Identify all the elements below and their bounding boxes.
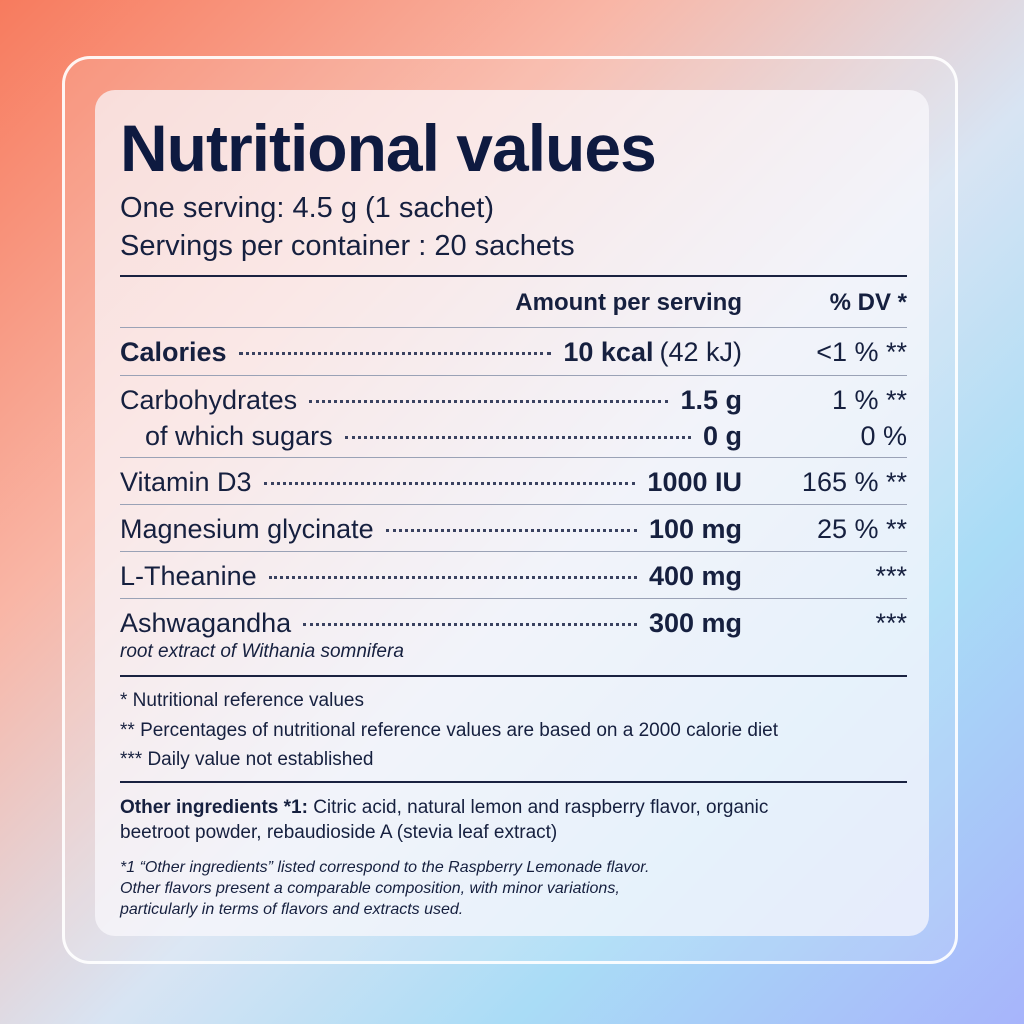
nutrient-row: L-Theanine 400 mg *** <box>120 558 907 594</box>
divider <box>120 551 907 552</box>
nutrient-name: Calories <box>120 336 227 367</box>
nutrient-row: Magnesium glycinate 100 mg 25 % ** <box>120 511 907 547</box>
amount: 400 mg <box>648 560 742 591</box>
nutrient-name: L-Theanine <box>120 560 257 591</box>
divider <box>120 598 907 599</box>
servings-per-container: Servings per container : 20 sachets <box>120 230 575 262</box>
nutrient-name: Carbohydrates <box>120 384 298 415</box>
daily-value: *** <box>875 560 907 591</box>
dot-leader <box>309 399 669 403</box>
divider <box>120 675 907 677</box>
amount-extra: (42 kJ) <box>659 336 742 367</box>
amount-header: Amount per serving <box>515 289 742 316</box>
daily-value: 25 % ** <box>816 513 907 544</box>
nutrient-name: of which sugars <box>145 420 333 451</box>
row-main: Calories 10 kcal (42 kJ) <box>120 337 742 368</box>
other-ingredients-text: Citric acid, natural lemon and raspberry… <box>120 797 769 843</box>
divider <box>120 327 907 328</box>
panel <box>95 90 929 936</box>
daily-value: 1 % ** <box>831 384 907 415</box>
amount: 10 kcal <box>563 336 654 367</box>
row-main: Carbohydrates 1.5 g <box>120 385 742 416</box>
nutrient-row: of which sugars 0 g 0 % <box>120 418 907 454</box>
other-ingredients: Other ingredients *1: Citric acid, natur… <box>120 795 800 845</box>
daily-value: <1 % ** <box>816 336 907 367</box>
flavor-note-line: Other flavors present a comparable compo… <box>120 880 620 897</box>
nutrient-row: Ashwagandha 300 mg *** <box>120 605 907 641</box>
row-main: L-Theanine 400 mg <box>120 561 742 592</box>
amount: 1000 IU <box>647 466 742 497</box>
row-main: Vitamin D3 1000 IU <box>120 467 742 498</box>
flavor-note-line: *1 “Other ingredients” listed correspond… <box>120 859 650 876</box>
row-main: Ashwagandha 300 mg <box>120 608 742 639</box>
nutrient-row: Carbohydrates 1.5 g 1 % ** <box>120 382 907 418</box>
nutrient-row: Calories 10 kcal (42 kJ) <1 % ** <box>120 334 907 370</box>
footnote: * Nutritional reference values <box>120 690 364 711</box>
title: Nutritional values <box>120 111 657 185</box>
nutrient-row: Vitamin D3 1000 IU 165 % ** <box>120 464 907 500</box>
dot-leader <box>263 481 636 485</box>
dot-leader <box>344 435 691 439</box>
row-main: of which sugars 0 g <box>120 421 742 452</box>
divider <box>120 504 907 505</box>
amount: 100 mg <box>648 513 742 544</box>
dv-header: % DV * <box>829 289 907 316</box>
daily-value: 0 % <box>860 420 907 451</box>
footnote: ** Percentages of nutritional reference … <box>120 720 779 741</box>
amount: 300 mg <box>648 607 742 638</box>
nutrient-name: Ashwagandha <box>120 607 292 638</box>
flavor-note: *1 “Other ingredients” listed correspond… <box>120 857 649 920</box>
daily-value: 165 % ** <box>801 466 907 497</box>
divider <box>120 781 907 783</box>
daily-value: *** <box>875 607 907 638</box>
amount: 1.5 g <box>680 384 742 415</box>
dot-leader <box>385 528 637 532</box>
nutrient-note: root extract of Withania somnifera <box>120 641 404 662</box>
nutrient-name: Magnesium glycinate <box>120 513 374 544</box>
dot-leader <box>303 622 637 626</box>
dot-leader <box>268 575 637 579</box>
row-main: Magnesium glycinate 100 mg <box>120 514 742 545</box>
amount: 0 g <box>702 420 742 451</box>
divider <box>120 375 907 376</box>
table-header: Amount per serving % DV * <box>120 288 907 318</box>
dot-leader <box>238 351 552 355</box>
flavor-note-line: particularly in terms of flavors and ext… <box>120 901 464 918</box>
other-ingredients-label: Other ingredients *1: <box>120 797 308 818</box>
footnote: *** Daily value not established <box>120 749 374 770</box>
divider <box>120 457 907 458</box>
nutrient-name: Vitamin D3 <box>120 466 252 497</box>
divider <box>120 275 907 277</box>
serving: One serving: 4.5 g (1 sachet) <box>120 192 494 224</box>
